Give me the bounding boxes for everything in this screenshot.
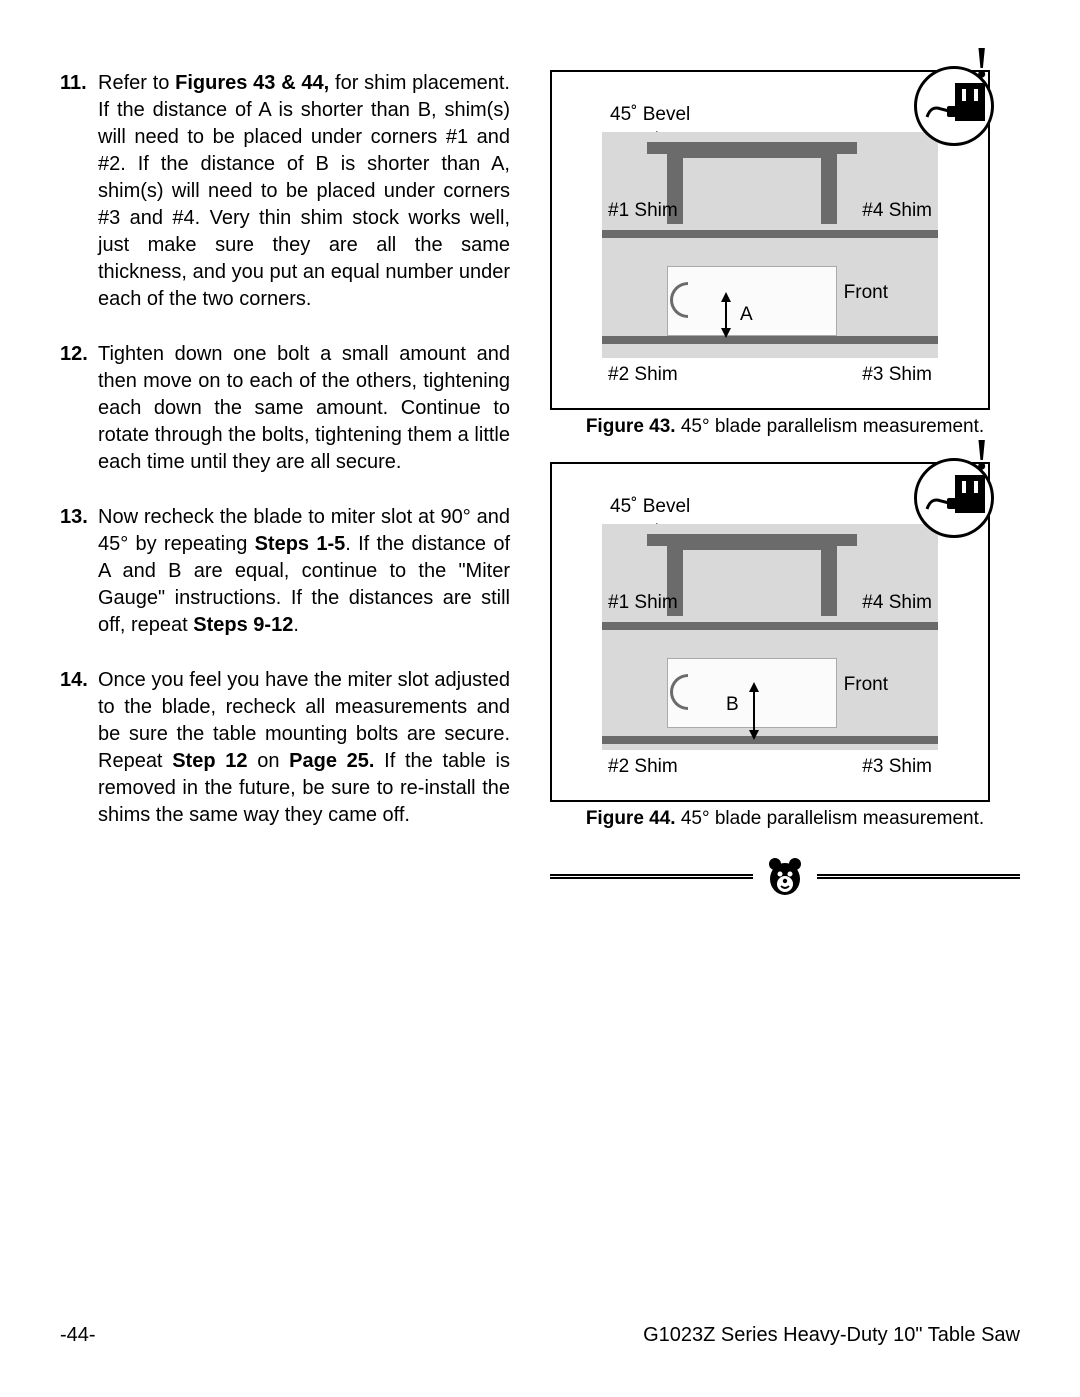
shim-2-label: #2 Shim <box>608 364 678 386</box>
step-11: 11.Refer to Figures 43 & 44, for shim pl… <box>60 70 510 313</box>
front-label: Front <box>844 282 888 304</box>
manual-title: G1023Z Series Heavy-Duty 10" Table Saw <box>643 1324 1020 1347</box>
unplug-warning-icon: ! <box>914 66 994 146</box>
figure-43-caption: Figure 43. 45° blade parallelism measure… <box>550 416 1020 438</box>
step-number: 11. <box>60 70 98 313</box>
shim-2-label: #2 Shim <box>608 756 678 778</box>
shim-4-label: #4 Shim <box>862 592 932 614</box>
figure-44-caption: Figure 44. 45° blade parallelism measure… <box>550 808 1020 830</box>
measurement-arrow-b <box>744 680 764 742</box>
unplug-warning-icon: ! <box>914 458 994 538</box>
exclamation-icon: ! <box>974 37 989 88</box>
figures-column: ! 45˚ Bevel <box>550 70 1020 898</box>
shim-3-label: #3 Shim <box>862 756 932 778</box>
step-number: 12. <box>60 341 98 476</box>
step-12: 12.Tighten down one bolt a small amount … <box>60 341 510 476</box>
shim-4-label: #4 Shim <box>862 200 932 222</box>
step-text: Once you feel you have the miter slot ad… <box>98 667 510 829</box>
step-number: 14. <box>60 667 98 829</box>
instructions-column: 11.Refer to Figures 43 & 44, for shim pl… <box>60 70 510 898</box>
outlet-icon <box>955 475 985 513</box>
bevel-label: 45˚ Bevel <box>610 104 690 126</box>
measurement-arrow-a <box>716 290 736 340</box>
shim-1-label: #1 Shim <box>608 592 678 614</box>
section-divider <box>550 854 1020 898</box>
shim-3-label: #3 Shim <box>862 364 932 386</box>
measurement-b-label: B <box>726 694 739 716</box>
step-number: 13. <box>60 504 98 639</box>
shim-1-label: #1 Shim <box>608 200 678 222</box>
measurement-a-label: A <box>740 304 753 326</box>
figure-44: ! 45˚ Bevel <box>550 462 990 802</box>
page-number: -44- <box>60 1324 96 1347</box>
step-text: Now recheck the blade to miter slot at 9… <box>98 504 510 639</box>
page-content: 11.Refer to Figures 43 & 44, for shim pl… <box>60 70 1020 898</box>
front-label: Front <box>844 674 888 696</box>
figure-43: ! 45˚ Bevel <box>550 70 990 410</box>
bevel-label: 45˚ Bevel <box>610 496 690 518</box>
exclamation-icon: ! <box>974 429 989 480</box>
step-text: Refer to Figures 43 & 44, for shim place… <box>98 70 510 313</box>
bear-logo-icon <box>763 854 807 898</box>
outlet-icon <box>955 83 985 121</box>
step-13: 13.Now recheck the blade to miter slot a… <box>60 504 510 639</box>
step-text: Tighten down one bolt a small amount and… <box>98 341 510 476</box>
step-14: 14.Once you feel you have the miter slot… <box>60 667 510 829</box>
page-footer: -44- G1023Z Series Heavy-Duty 10" Table … <box>60 1324 1020 1347</box>
